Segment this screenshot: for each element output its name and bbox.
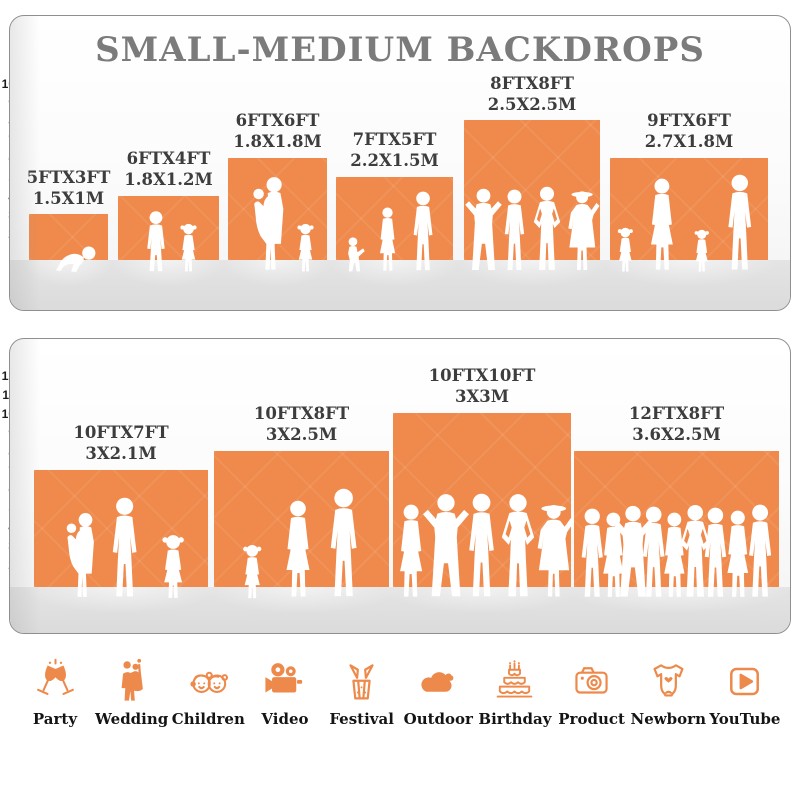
category-wedding: Wedding: [95, 658, 168, 728]
backdrop-rect-10ftx10ft: [382, 412, 582, 613]
size-label-ft: 10FTX8FT: [253, 404, 350, 424]
figure-girl: [174, 223, 203, 273]
size-label-m: 1.5X1M: [32, 188, 105, 208]
backdrop-rect-6ftx6ft: [222, 158, 333, 286]
backdrop-rect-6ftx4ft: [111, 195, 226, 286]
size-label-ft: 9FTX6FT: [647, 111, 731, 131]
category-label: Children: [171, 710, 245, 728]
size-label: 9FTX6FT 2.7X1.8M: [645, 111, 733, 153]
category-youtube: YouTube: [709, 658, 780, 728]
figure-girl: [689, 229, 715, 273]
outdoor-icon: [415, 658, 462, 705]
wedding-icon: [108, 658, 155, 705]
size-label: 6FTX4FT 1.8X1.2M: [124, 149, 212, 191]
figure-woman: [276, 500, 320, 600]
figure-girl: [291, 223, 320, 273]
category-label: YouTube: [709, 710, 781, 728]
size-label-ft: 10FTX7FT: [73, 423, 169, 443]
figure-man: [102, 497, 147, 600]
children-icon: [185, 658, 232, 705]
category-birthday: Birthday: [478, 658, 551, 728]
figure-baby: [52, 245, 98, 273]
category-label: Outdoor: [403, 710, 473, 728]
category-children: Children: [172, 658, 245, 728]
figure-toddler: [342, 237, 367, 273]
backdrop-texture: [118, 195, 219, 260]
size-label: 6FTX6FT 1.8X1.8M: [233, 111, 321, 153]
size-label-ft: 12FTX8FT: [628, 404, 725, 424]
size-label: 10FTX8FT 3X2.5M: [254, 404, 349, 446]
backdrop-rect-8ftx8ft: [455, 120, 609, 286]
category-label: Wedding: [95, 710, 169, 728]
size-label-ft: 7FTX5FT: [352, 130, 437, 150]
size-label-m: 3.6X2.5M: [632, 424, 721, 444]
figure-woman: [641, 178, 683, 273]
figure-man: [739, 504, 781, 600]
figure-man: [319, 488, 368, 600]
figure-man: [405, 191, 441, 273]
backdrop-rect-10ftx8ft: [203, 450, 400, 613]
category-label: Newborn: [630, 710, 706, 728]
backdrop-rect-10ftx7ft: [23, 469, 219, 613]
figure-girl: [154, 534, 192, 600]
newborn-icon: [645, 658, 692, 705]
figure-woman-hat: [528, 501, 578, 600]
size-label-ft: 6FTX4FT: [126, 149, 211, 169]
festival-icon: [338, 658, 385, 705]
category-party: Party: [24, 658, 86, 728]
size-label: 5FTX3FT 1.5X1M: [27, 168, 111, 210]
figure-girl: [236, 544, 268, 600]
youtube-icon: [721, 658, 768, 705]
category-label: Video: [261, 710, 309, 728]
category-label: Festival: [329, 710, 394, 728]
backdrop-rect-9ftx6ft: [600, 158, 778, 286]
category-product: Product: [558, 658, 625, 728]
figure-woman: [373, 207, 402, 273]
birthday-icon: [491, 658, 538, 705]
panel-medium-backdrops: 10FTX7FT 3X2.1M 10FTX8FT 3X2.5M 10FTX10FT 3X3…: [9, 338, 791, 634]
category-festival: Festival: [329, 658, 394, 728]
figure-man: [718, 174, 762, 273]
video-icon: [261, 658, 308, 705]
size-label-m: 2.7X1.8M: [644, 132, 734, 152]
category-row: Party Wedding Children Video Festival Outdoor…: [0, 658, 800, 728]
backdrop-rect-7ftx5ft: [328, 176, 461, 286]
figure-mom-baby: [60, 512, 99, 600]
backdrop-rect-12ftx8ft: [561, 450, 790, 613]
backdrop-texture: [336, 176, 453, 260]
product-icon: [568, 658, 615, 705]
size-label-ft: 5FTX3FT: [26, 167, 111, 187]
category-label: Product: [558, 710, 625, 728]
size-label-m: 2.2X1.5M: [350, 151, 439, 171]
figure-woman-hat: [560, 188, 603, 273]
category-newborn: Newborn: [631, 658, 706, 728]
figure-mom-baby: [246, 176, 289, 273]
size-label-m: 3X3M: [454, 387, 510, 407]
panel-small-backdrops: SMALL-MEDIUM BACKDROPS 5FTX3FT 1.5X1M 6FTX…: [9, 15, 791, 311]
size-label-ft: 10FTX10FT: [428, 366, 536, 386]
size-label: 7FTX5FT 2.2X1.5M: [350, 130, 438, 172]
category-video: Video: [254, 658, 316, 728]
size-label-m: 3X2.5M: [265, 424, 338, 444]
size-label-ft: 6FTX6FT: [235, 111, 320, 131]
backdrop-rect-5ftx3ft: [24, 214, 113, 286]
category-outdoor: Outdoor: [404, 658, 473, 728]
size-label-ft: 8FTX8FT: [490, 73, 574, 93]
category-label: Birthday: [478, 710, 552, 728]
size-label: 8FTX8FT 2.5X2.5M: [488, 74, 576, 116]
size-label: 10FTX7FT 3X2.1M: [73, 423, 168, 465]
size-label-m: 2.5X2.5M: [487, 94, 577, 114]
size-label: 12FTX8FT 3.6X2.5M: [629, 404, 724, 446]
size-label-m: 1.8X1.8M: [233, 132, 322, 152]
party-icon: [32, 658, 79, 705]
size-label-m: 1.8X1.2M: [124, 169, 213, 189]
size-label: 10FTX10FT 3X3M: [429, 366, 536, 408]
figure-boy: [140, 211, 172, 273]
figure-girl: [612, 227, 639, 273]
size-label-m: 3X2.1M: [85, 443, 157, 463]
page-title: SMALL-MEDIUM BACKDROPS: [95, 30, 705, 70]
category-label: Party: [32, 710, 78, 728]
